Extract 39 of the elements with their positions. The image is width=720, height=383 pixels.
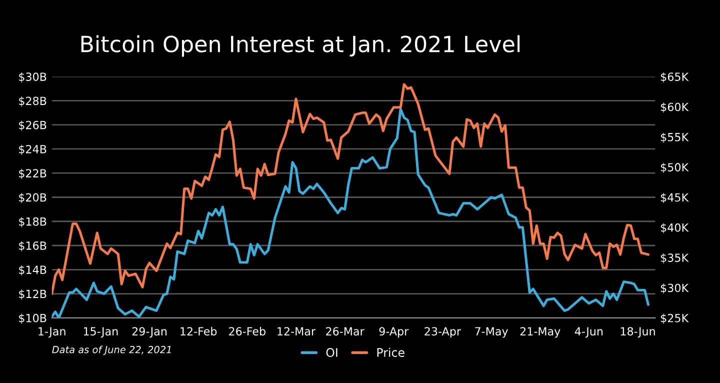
y-tick-label: $22B — [19, 168, 46, 179]
x-tick-label: 23-Apr — [424, 327, 462, 338]
y2-tick-label: $65K — [660, 72, 689, 82]
x-tick-label: 26-Mar — [326, 327, 364, 336]
y-tick-label: $26B — [19, 120, 46, 131]
x-tick-label: 12-Feb — [180, 326, 217, 336]
y2-tick-label: $40K — [660, 223, 689, 234]
line-series — [52, 108, 650, 318]
y-tick-label: $30B — [19, 72, 46, 82]
legend-label: Price — [377, 348, 404, 357]
y-tick-label: $18B — [19, 217, 46, 228]
x-tick-label: 12-Mar — [278, 327, 316, 336]
x-tick-label: 26-Feb — [229, 326, 266, 336]
y-tick-label: $16B — [19, 241, 46, 252]
y2-tick-label: $55K — [660, 132, 689, 143]
x-tick-label: 1-Jan — [38, 327, 66, 338]
legend-label: OI — [326, 348, 338, 357]
y2-tick-label: $25K — [660, 314, 689, 324]
x-tick-label: 18-Jun — [620, 327, 655, 338]
x-tick-label: 4-Jun — [574, 327, 603, 338]
y2-tick-label: $45K — [660, 193, 689, 204]
y-tick-label: $10B — [19, 314, 46, 324]
y-tick-label: $20B — [19, 193, 46, 204]
x-tick-label: 15-Jan — [84, 327, 118, 338]
chart-title: Bitcoin Open Interest at Jan. 2021 Level — [81, 35, 520, 57]
y2-tick-label: $35K — [660, 253, 689, 264]
y-tick-label: $28B — [19, 96, 46, 107]
x-tick-label: 21-May — [520, 327, 560, 338]
y-tick-label: $14B — [19, 265, 46, 276]
line-series — [52, 83, 650, 296]
text: Data as of June 22, 2021 — [52, 346, 171, 356]
x-tick-label: 9-Apr — [379, 327, 409, 338]
y2-tick-label: $50K — [660, 162, 689, 173]
y2-tick-label: $30K — [660, 284, 689, 294]
y2-tick-label: $60K — [660, 102, 689, 113]
x-tick-label: 7-May — [475, 327, 508, 338]
y-tick-label: $24B — [19, 144, 46, 155]
x-tick-label: 29-Jan — [132, 327, 166, 338]
y-tick-label: $12B — [19, 290, 46, 300]
